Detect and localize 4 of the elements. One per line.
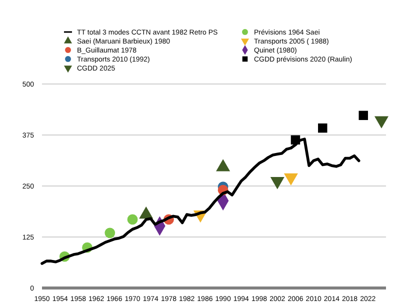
point [104,228,116,238]
point [127,214,138,225]
point [318,123,328,133]
point [358,110,368,120]
